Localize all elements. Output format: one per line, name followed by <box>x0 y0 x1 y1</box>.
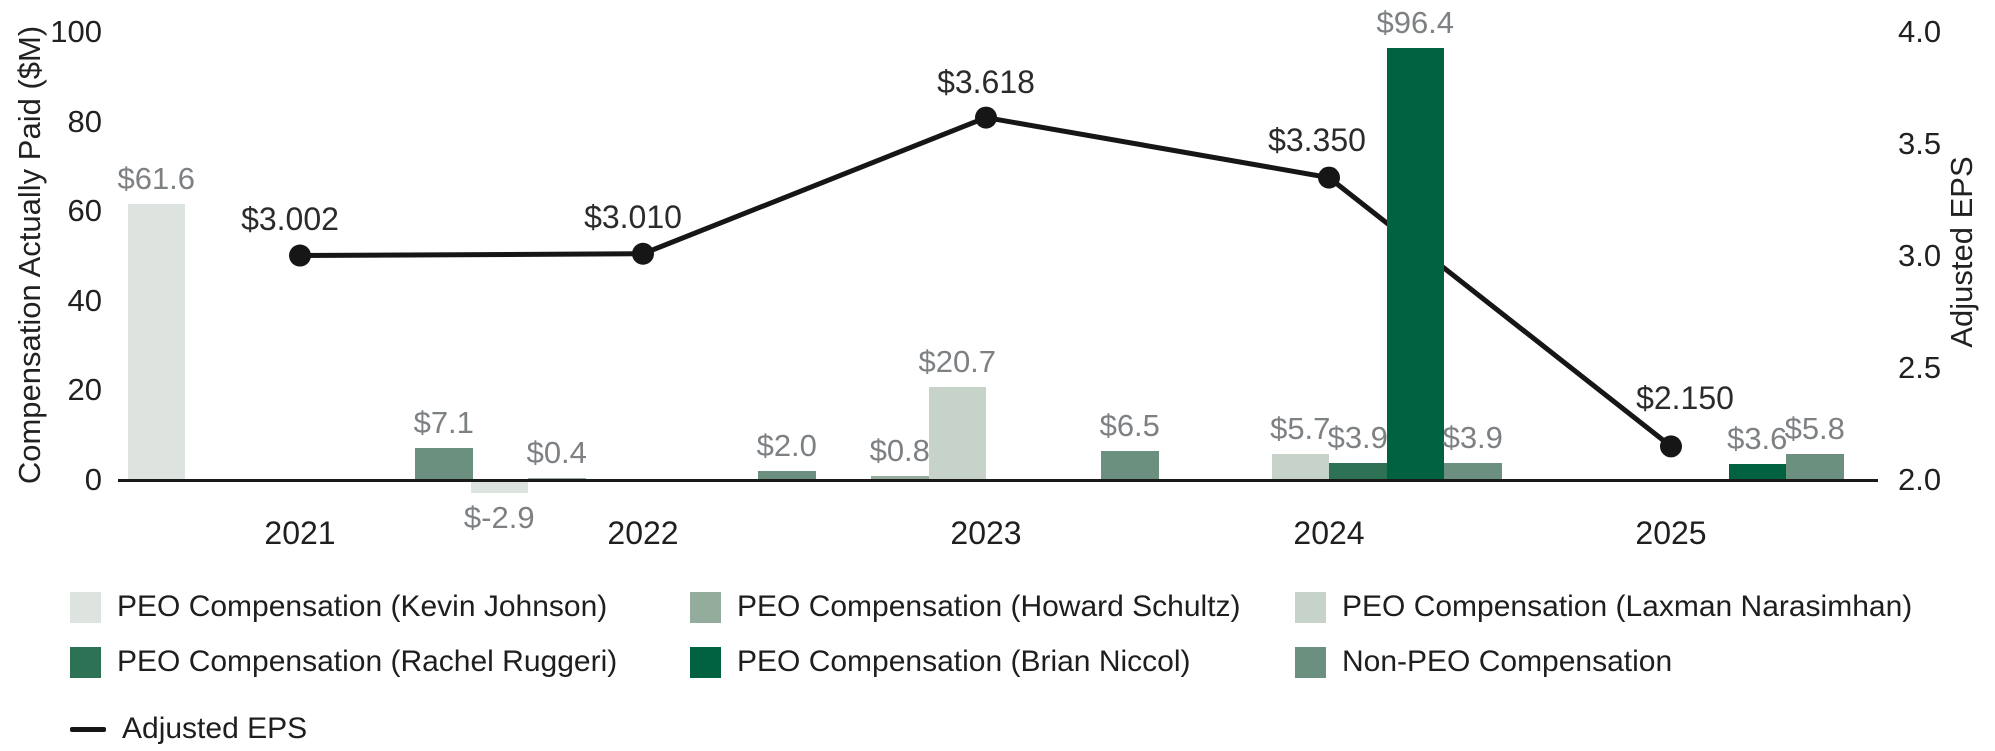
legend-color-swatch <box>690 646 721 678</box>
right-axis-tick: 4.0 <box>1898 14 1942 49</box>
legend-item: Non-PEO Compensation <box>1295 645 1672 679</box>
bar-2023-PEO Compensation (Laxman Narasimhan) <box>928 387 986 480</box>
legend-item: Adjusted EPS <box>70 712 307 746</box>
eps-data-point <box>289 244 311 267</box>
x-axis-label-2025: 2025 <box>1635 515 1707 551</box>
x-axis-label-2022: 2022 <box>607 515 679 551</box>
legend-label: PEO Compensation (Rachel Ruggeri) <box>117 645 618 678</box>
left-axis-tick: 60 <box>67 193 102 229</box>
left-axis-tick: 0 <box>84 462 102 497</box>
bar-2025-PEO Compensation (Brian Niccol) <box>1728 463 1786 480</box>
bar-2024-PEO Compensation (Laxman Narasimhan) <box>1271 454 1329 480</box>
bar-value-label: $0.4 <box>526 435 587 470</box>
eps-value-label: $3.002 <box>241 200 339 237</box>
bar-2022-Non-PEO Compensation <box>758 471 816 480</box>
bar-2024-PEO Compensation (Rachel Ruggeri) <box>1329 462 1387 480</box>
legend-color-swatch <box>690 591 721 623</box>
legend-label: PEO Compensation (Laxman Narasimhan) <box>1342 590 1913 623</box>
bar-value-label: $5.8 <box>1784 411 1845 447</box>
left-axis-tick: 20 <box>67 372 102 408</box>
bar-2025-Non-PEO Compensation <box>1786 454 1844 480</box>
bar-2024-Non-PEO Compensation <box>1444 462 1502 480</box>
bar-value-label: $5.7 <box>1270 411 1331 447</box>
left-axis-tick: 80 <box>67 103 102 139</box>
left-axis-tick: 40 <box>67 282 102 318</box>
legend-item: PEO Compensation (Kevin Johnson) <box>70 590 607 624</box>
x-axis-label-2024: 2024 <box>1293 515 1365 551</box>
bar-value-label: $61.6 <box>117 161 196 197</box>
legend-label: PEO Compensation (Brian Niccol) <box>737 645 1191 678</box>
bar-value-label: $-2.9 <box>463 499 535 535</box>
right-axis-tick: 2.0 <box>1898 462 1942 497</box>
bar-value-label: $6.5 <box>1099 407 1160 443</box>
legend-line-swatch <box>70 726 106 732</box>
bar-2023-Non-PEO Compensation <box>1101 450 1159 480</box>
eps-data-point <box>632 242 654 265</box>
legend-item: PEO Compensation (Rachel Ruggeri) <box>70 645 617 679</box>
eps-value-label: $3.350 <box>1268 121 1366 158</box>
bar-value-label: $0.8 <box>869 433 930 469</box>
bar-value-label: $96.4 <box>1376 5 1455 41</box>
bar-value-label: $20.7 <box>918 344 997 380</box>
legend-label: Adjusted EPS <box>122 712 308 745</box>
bar-2022-PEO Compensation (Kevin Johnson) <box>470 480 528 493</box>
legend-color-swatch <box>1295 646 1326 678</box>
bar-2021-Non-PEO Compensation <box>415 448 473 480</box>
eps-value-label: $3.618 <box>937 63 1035 100</box>
bar-value-label: $2.0 <box>756 428 817 464</box>
legend-color-swatch <box>1295 591 1326 623</box>
x-axis-baseline <box>118 479 1878 482</box>
legend-item: PEO Compensation (Brian Niccol) <box>690 645 1191 679</box>
eps-value-label: $3.010 <box>584 198 682 235</box>
left-axis-tick: 100 <box>50 14 102 49</box>
eps-data-point <box>1660 435 1682 458</box>
legend-label: PEO Compensation (Howard Schultz) <box>737 590 1241 623</box>
legend-label: Non-PEO Compensation <box>1342 645 1673 678</box>
bar-value-label: $3.6 <box>1727 420 1788 456</box>
right-axis-tick: 3.0 <box>1898 238 1942 273</box>
legend-color-swatch <box>70 591 101 623</box>
legend-label: PEO Compensation (Kevin Johnson) <box>117 590 608 623</box>
legend-item: PEO Compensation (Laxman Narasimhan) <box>1295 590 1912 624</box>
x-axis-label-2021: 2021 <box>264 515 336 551</box>
right-axis-tick: 2.5 <box>1898 350 1942 385</box>
eps-value-label: $2.150 <box>1636 380 1734 417</box>
bar-2024-PEO Compensation (Brian Niccol) <box>1386 48 1444 480</box>
right-axis-tick: 3.5 <box>1898 126 1942 161</box>
bar-value-label: $3.9 <box>1327 419 1388 455</box>
eps-data-point <box>1318 166 1340 189</box>
legend-item: PEO Compensation (Howard Schultz) <box>690 590 1241 624</box>
bar-value-label: $7.1 <box>413 405 474 441</box>
eps-data-point <box>975 106 997 129</box>
bar-2021-PEO Compensation (Kevin Johnson) <box>127 204 185 480</box>
bar-value-label: $3.9 <box>1442 419 1503 455</box>
bar-2023-PEO Compensation (Howard Schultz) <box>871 476 929 480</box>
legend-color-swatch <box>70 646 101 678</box>
x-axis-label-2023: 2023 <box>950 515 1022 551</box>
